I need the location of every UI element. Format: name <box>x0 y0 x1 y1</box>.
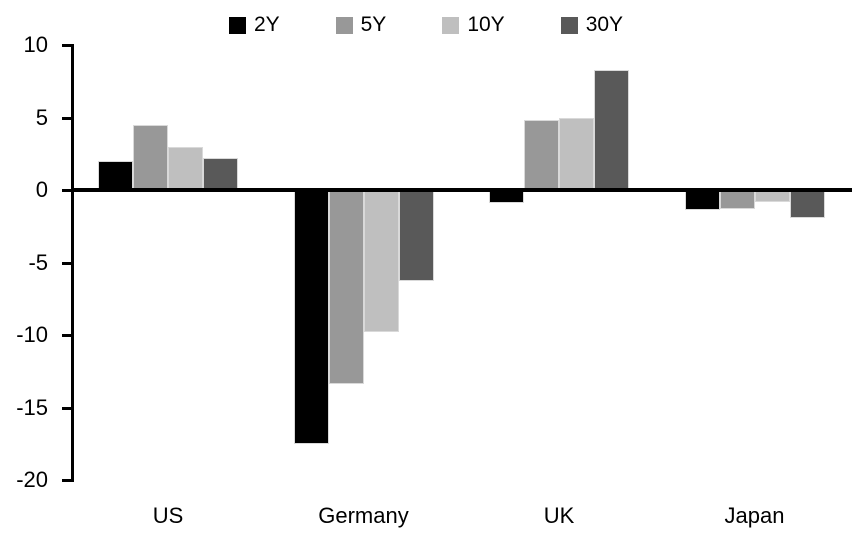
y-tick-label: -15 <box>16 394 48 420</box>
bar-uk-30y <box>594 69 629 190</box>
bar-us-10y <box>168 146 203 190</box>
y-tick-label: -10 <box>16 322 48 347</box>
bar-us-2y <box>98 161 133 190</box>
legend-label-30y: 30Y <box>585 13 624 36</box>
legend-swatch-30y <box>560 16 578 34</box>
y-tick-label: 5 <box>35 104 48 130</box>
bar-germany-30y <box>398 190 434 282</box>
bar-uk-5y <box>524 120 559 190</box>
y-tick-mark <box>62 479 74 482</box>
bar-japan-30y <box>789 190 825 218</box>
legend-item-2y: 2Y <box>228 13 280 37</box>
y-tick-mark <box>62 116 74 120</box>
y-tick-mark <box>62 406 74 410</box>
x-category-label-uk: UK <box>543 503 575 528</box>
legend-item-5y: 5Y <box>335 13 387 37</box>
bar-germany-10y <box>363 190 399 333</box>
y-tick-mark <box>62 261 74 265</box>
legend-item-10y: 10Y <box>442 13 505 37</box>
bar-japan-2y <box>684 190 720 211</box>
legend-swatch-5y <box>335 16 353 34</box>
y-tick-label: -20 <box>16 467 48 492</box>
x-category-label-us: US <box>152 503 184 528</box>
legend-swatch-2y <box>228 16 246 34</box>
legend-label-5y: 5Y <box>360 13 387 36</box>
x-category-label-germany: Germany <box>318 503 409 528</box>
bar-japan-5y <box>719 190 755 209</box>
legend-label-2y: 2Y <box>253 13 280 36</box>
legend-swatch-10y <box>442 16 460 34</box>
bar-germany-5y <box>328 190 364 385</box>
y-tick-mark <box>62 334 74 337</box>
legend-label-10y: 10Y <box>467 13 505 36</box>
zero-baseline <box>71 188 852 192</box>
bar-us-30y <box>203 158 238 190</box>
bar-us-5y <box>133 124 168 190</box>
legend: 2Y 5Y 10Y 30Y <box>0 13 852 37</box>
y-tick-label: 0 <box>35 177 48 202</box>
y-tick-mark <box>62 189 74 192</box>
y-tick-label: 10 <box>23 32 48 57</box>
x-category-label-japan: Japan <box>724 503 785 528</box>
bar-germany-2y <box>293 190 329 444</box>
legend-item-30y: 30Y <box>560 13 624 37</box>
bar-uk-10y <box>559 117 594 190</box>
y-tick-label: -5 <box>28 249 48 275</box>
y-tick-mark <box>62 44 74 47</box>
